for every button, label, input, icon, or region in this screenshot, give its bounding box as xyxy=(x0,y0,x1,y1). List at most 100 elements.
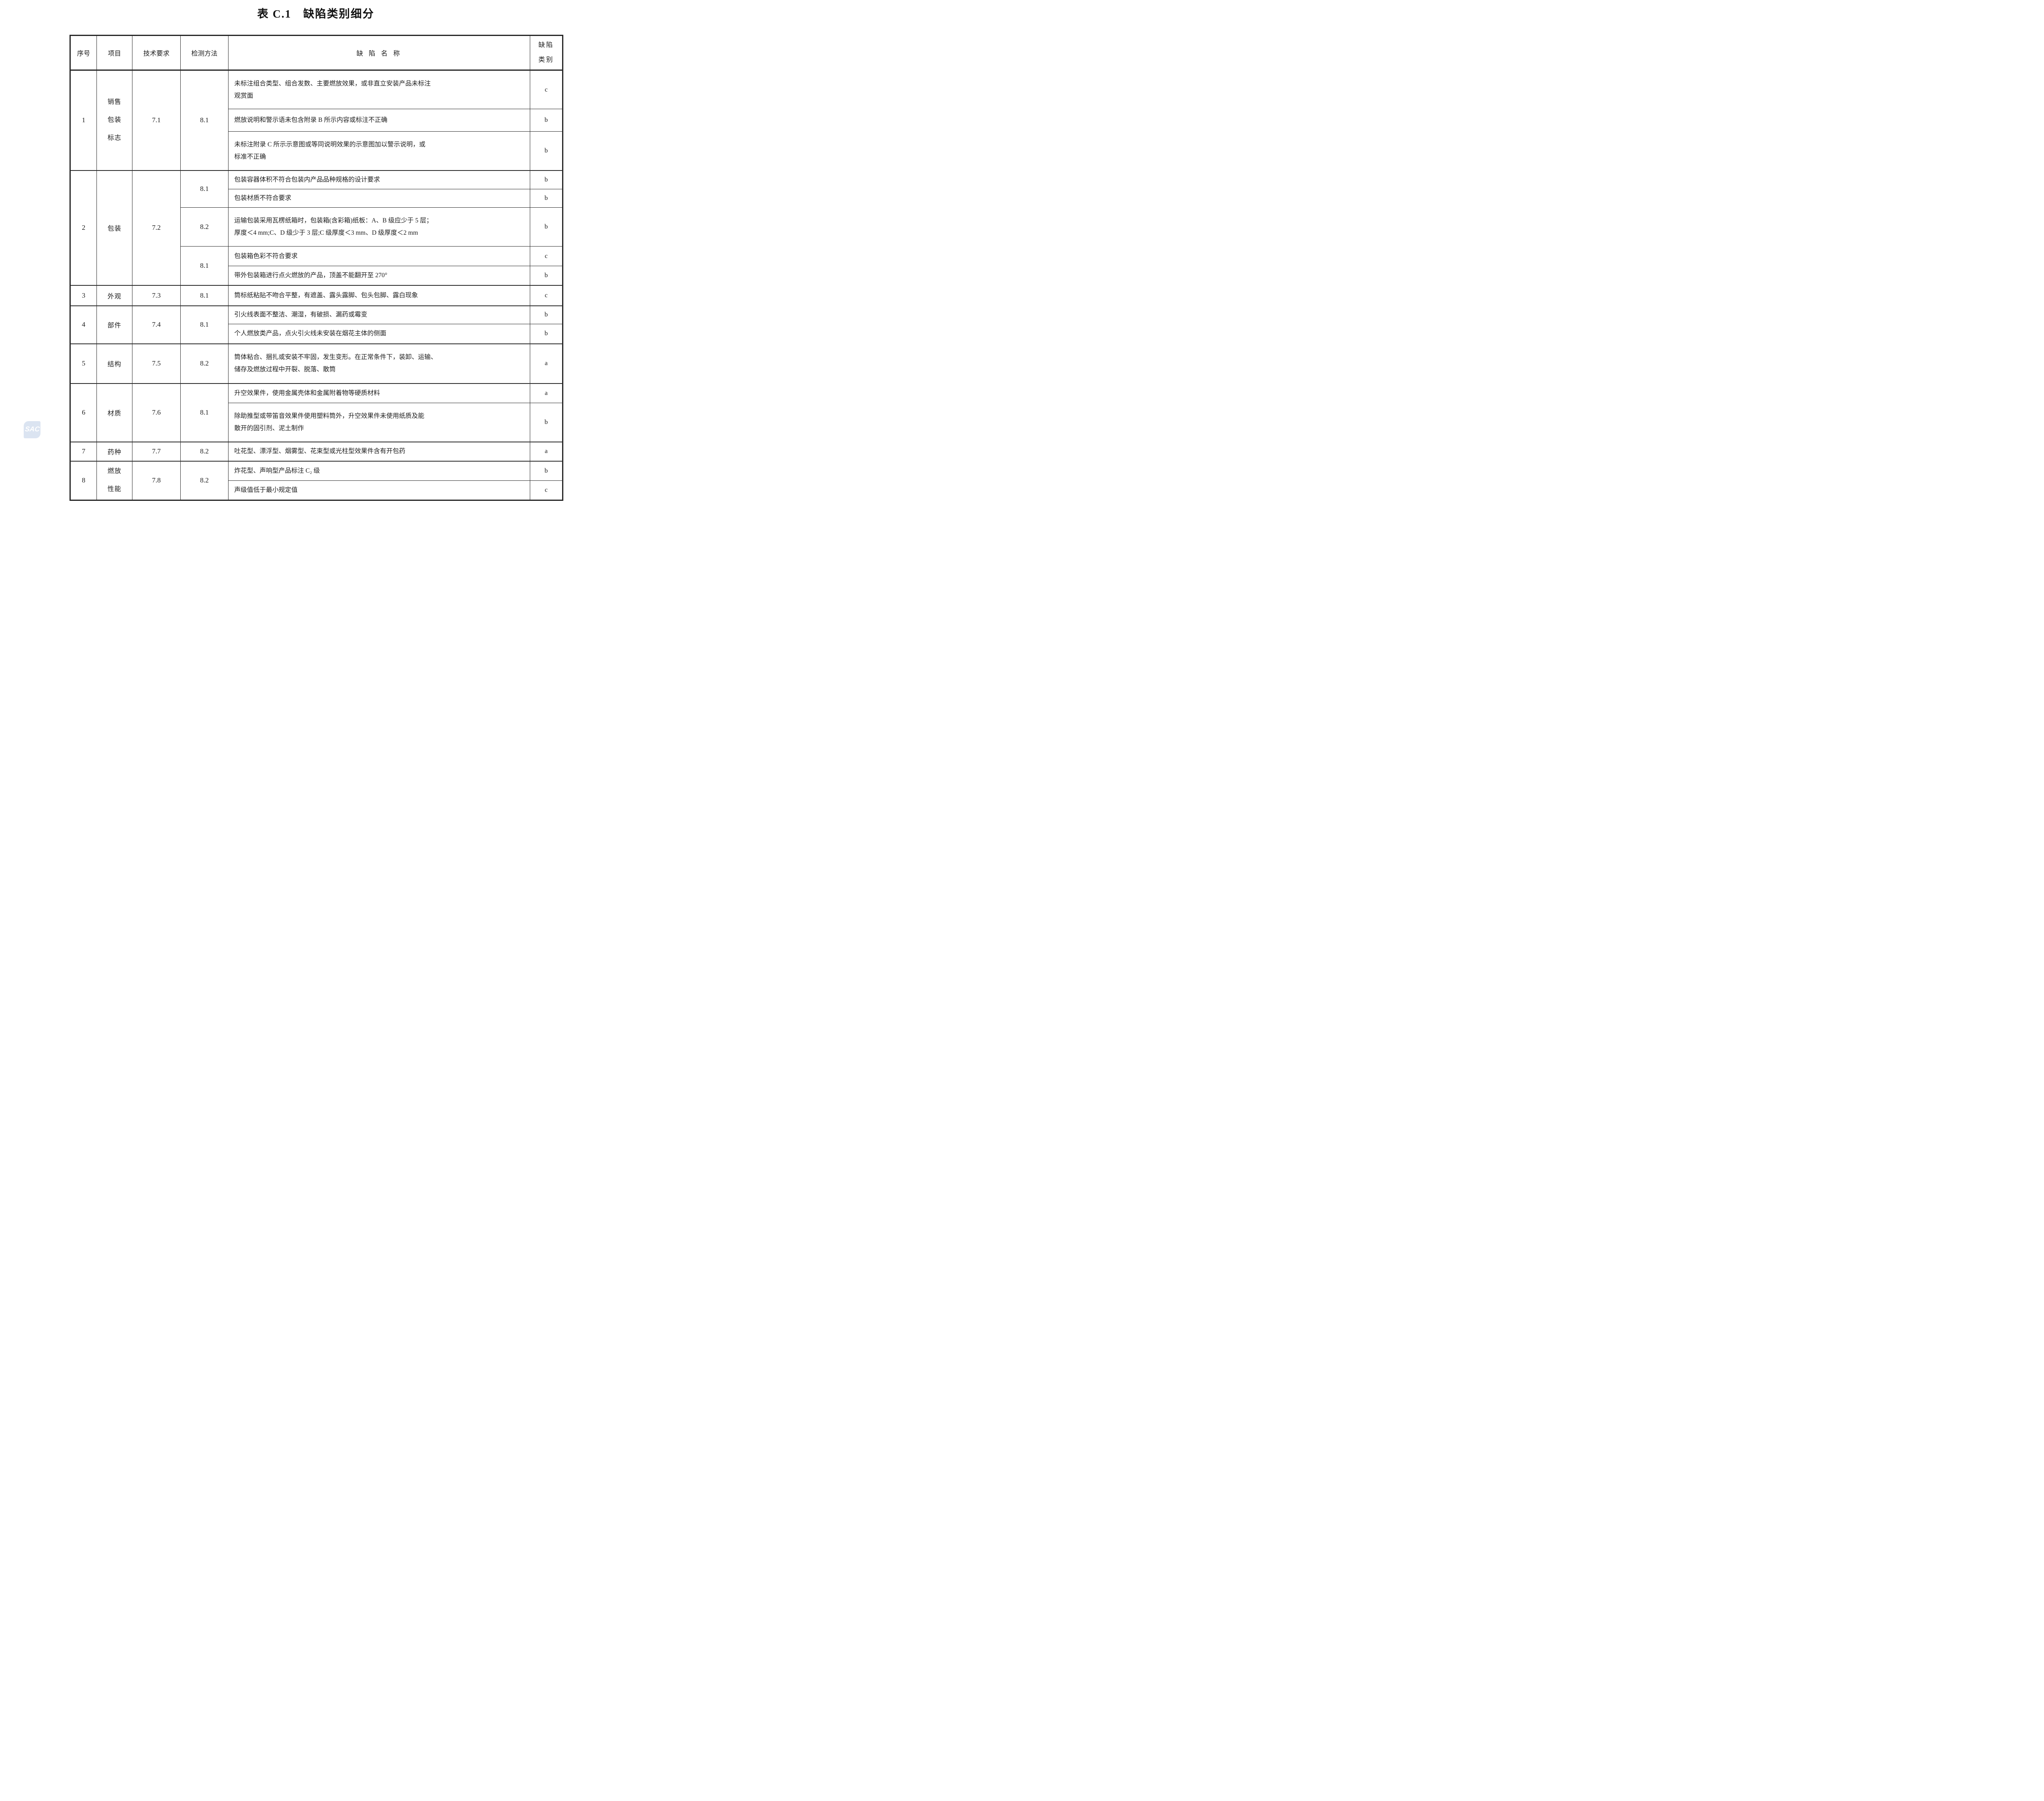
item-cell: 材质 xyxy=(96,383,132,442)
tech-cell: 7.2 xyxy=(132,170,181,285)
defect-cell: 筒体粘合、捆扎或安装不牢固，发生变形。在正常条件下，装卸、运输、 储存及燃放过程… xyxy=(228,343,530,384)
method-cell: 8.1 xyxy=(180,246,229,285)
table-row: 带外包装箱进行点火燃放的产品，顶盖不能翻开至 270° b xyxy=(70,266,563,285)
defect-cell: 筒标纸粘贴不吻合平整，有遮盖、露头露脚、包头包脚、露白现象 xyxy=(228,285,530,306)
table-row: 8.1 包装箱色彩不符合要求 c xyxy=(70,246,563,285)
method-cell: 8.2 xyxy=(180,460,229,500)
tech-cell: 7.4 xyxy=(132,305,181,344)
method-cell: 8.2 xyxy=(180,441,229,461)
defect-cell: 引火线表面不整洁、潮湿，有破损、漏药或霉变 xyxy=(228,305,530,324)
table-row: 个人燃放类产品，点火引火线未安装在烟花主体的侧面 b xyxy=(70,324,563,344)
category-cell: a xyxy=(530,343,563,384)
defect-cell: 燃放说明和警示语未包含附录 B 所示内容或标注不正确 xyxy=(228,109,530,132)
sac-logo-text: SAC xyxy=(24,425,40,433)
item-cell: 药种 xyxy=(96,441,132,461)
defect-cell: 除助推型或带笛音效果件使用塑料筒外，升空效果件未使用纸质及能 散开的固引剂、泥土… xyxy=(228,403,530,442)
col-header-tech: 技术要求 xyxy=(132,35,181,71)
method-cell: 8.2 xyxy=(180,207,229,247)
category-cell: c xyxy=(530,246,563,266)
seq-cell: 7 xyxy=(70,441,97,461)
method-cell: 8.1 xyxy=(180,70,229,170)
seq-cell: 4 xyxy=(70,305,97,344)
table-row: 燃放说明和警示语未包含附录 B 所示内容或标注不正确 b xyxy=(70,109,563,132)
defect-cell: 运输包装采用瓦楞纸箱时，包装箱(含彩箱)纸板：A、B 级应少于 5 层； 厚度＜… xyxy=(228,207,530,247)
defect-line: 标准不正确 xyxy=(234,153,266,160)
defect-cell: 未标注附录 C 所示示意图或等同说明效果的示意图加以警示说明，或 标准不正确 xyxy=(228,131,530,170)
category-cell: b xyxy=(530,131,563,170)
category-cell: b xyxy=(530,109,563,132)
item-line: 包装 xyxy=(107,117,121,124)
defect-line: 未标注组合类型、组合发数、主要燃放效果，或非直立安装产品未标注 xyxy=(234,80,431,87)
col-header-method: 检测方法 xyxy=(180,35,229,71)
tech-cell: 7.6 xyxy=(132,383,181,442)
method-cell: 8.1 xyxy=(180,285,229,306)
table-row: 1 销售 包装 标志 7.1 8.1 未标注组合类型、组合发数、主要燃放效果，或… xyxy=(70,70,563,170)
header-row: 序号 项目 技术要求 检测方法 缺 陷 名 称 缺陷 类别 xyxy=(70,35,563,71)
col-header-category-line2: 类别 xyxy=(538,56,554,63)
method-cell: 8.1 xyxy=(180,383,229,442)
table-row: 除助推型或带笛音效果件使用塑料筒外，升空效果件未使用纸质及能 散开的固引剂、泥土… xyxy=(70,403,563,442)
item-line: 结构 xyxy=(107,361,121,368)
table-row: 未标注附录 C 所示示意图或等同说明效果的示意图加以警示说明，或 标准不正确 b xyxy=(70,131,563,170)
defect-cell: 炸花型、声响型产品标注 C₂ 级 xyxy=(228,460,530,481)
defect-cell: 包装箱色彩不符合要求 xyxy=(228,246,530,266)
defect-line: 未标注附录 C 所示示意图或等同说明效果的示意图加以警示说明，或 xyxy=(234,141,426,148)
defect-cell: 升空效果件，使用金属壳体和金属附着物等硬质材料 xyxy=(228,383,530,403)
category-cell: c xyxy=(530,480,563,500)
item-line: 药种 xyxy=(107,449,121,456)
defect-line: 散开的固引剂、泥土制作 xyxy=(234,424,304,432)
category-cell: a xyxy=(530,383,563,403)
table-row: 2 包装 7.2 8.1 包装容器体积不符合包装内产品品种规格的设计要求 b xyxy=(70,170,563,285)
tech-cell: 7.8 xyxy=(132,460,181,500)
item-line: 标志 xyxy=(107,135,121,142)
defect-cell: 包装材质不符合要求 xyxy=(228,189,530,208)
defect-cell: 未标注组合类型、组合发数、主要燃放效果，或非直立安装产品未标注 观赏面 xyxy=(228,70,530,109)
sac-watermark-logo: SAC xyxy=(24,421,40,438)
defect-line: 运输包装采用瓦楞纸箱时，包装箱(含彩箱)纸板：A、B 级应少于 5 层； xyxy=(234,217,433,224)
item-cell: 燃放 性能 xyxy=(96,460,132,500)
col-header-item: 项目 xyxy=(96,35,132,71)
seq-cell: 8 xyxy=(70,460,97,500)
defect-cell: 包装容器体积不符合包装内产品品种规格的设计要求 xyxy=(228,170,530,189)
table-row: 8.2 运输包装采用瓦楞纸箱时，包装箱(含彩箱)纸板：A、B 级应少于 5 层；… xyxy=(70,207,563,247)
table-row: 包装材质不符合要求 b xyxy=(70,189,563,208)
defect-cell: 个人燃放类产品，点火引火线未安装在烟花主体的侧面 xyxy=(228,324,530,344)
method-cell: 8.2 xyxy=(180,343,229,384)
tech-cell: 7.7 xyxy=(132,441,181,461)
defect-cell: 带外包装箱进行点火燃放的产品，顶盖不能翻开至 270° xyxy=(228,266,530,285)
item-cell: 外观 xyxy=(96,285,132,306)
tech-cell: 7.5 xyxy=(132,343,181,384)
item-cell: 销售 包装 标志 xyxy=(96,70,132,170)
table-row: 6 材质 7.6 8.1 升空效果件，使用金属壳体和金属附着物等硬质材料 a xyxy=(70,383,563,442)
table-row: 4 部件 7.4 8.1 引火线表面不整洁、潮湿，有破损、漏药或霉变 b xyxy=(70,305,563,344)
table-row: 3 外观 7.3 8.1 筒标纸粘贴不吻合平整，有遮盖、露头露脚、包头包脚、露白… xyxy=(70,285,563,306)
category-cell: b xyxy=(530,460,563,481)
category-cell: a xyxy=(530,441,563,461)
tech-cell: 7.1 xyxy=(132,70,181,170)
item-line: 材质 xyxy=(107,410,121,417)
table-row: 8 燃放 性能 7.8 8.2 炸花型、声响型产品标注 C₂ 级 b xyxy=(70,460,563,500)
category-cell: b xyxy=(530,403,563,442)
item-line: 部件 xyxy=(107,322,121,329)
item-line: 燃放 xyxy=(107,468,121,475)
col-header-no: 序号 xyxy=(70,35,97,71)
defect-line: 储存及燃放过程中开裂、脱落、散筒 xyxy=(234,366,336,373)
category-cell: b xyxy=(530,266,563,285)
table-row: 声级值低于最小规定值 c xyxy=(70,480,563,500)
method-cell: 8.1 xyxy=(180,305,229,344)
seq-cell: 5 xyxy=(70,343,97,384)
item-cell: 结构 xyxy=(96,343,132,384)
defect-cell: 吐花型、漂浮型、烟雾型、花束型或光柱型效果件含有开包药 xyxy=(228,441,530,461)
category-cell: c xyxy=(530,70,563,109)
seq-cell: 6 xyxy=(70,383,97,442)
table-row: 5 结构 7.5 8.2 筒体粘合、捆扎或安装不牢固，发生变形。在正常条件下，装… xyxy=(70,343,563,384)
item-line: 性能 xyxy=(107,486,121,493)
col-header-category-line1: 缺陷 xyxy=(538,42,554,49)
seq-cell: 2 xyxy=(70,170,97,285)
defect-cell: 声级值低于最小规定值 xyxy=(228,480,530,500)
category-cell: c xyxy=(530,285,563,306)
item-cell: 包装 xyxy=(96,170,132,285)
defect-category-table: 序号 项目 技术要求 检测方法 缺 陷 名 称 缺陷 类别 1 销售 包装 标志… xyxy=(69,35,563,501)
category-cell: b xyxy=(530,324,563,344)
table-row: 7 药种 7.7 8.2 吐花型、漂浮型、烟雾型、花束型或光柱型效果件含有开包药… xyxy=(70,441,563,461)
